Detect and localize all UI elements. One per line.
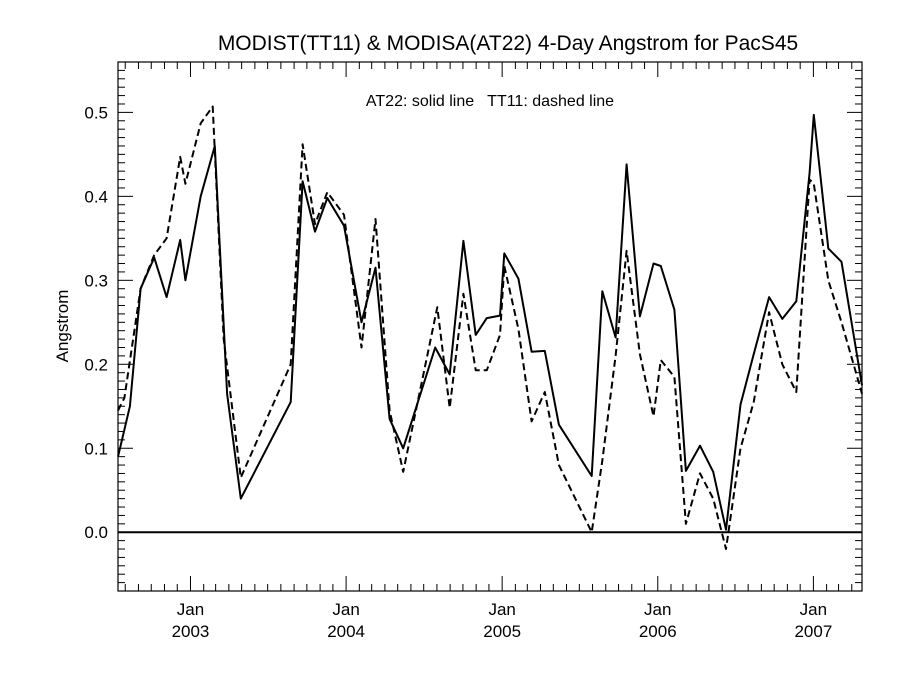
y-axis-tick-labels: 0.0 0.1 0.2 0.3 0.4 0.5 <box>84 103 108 542</box>
x-axis-tick-labels: Jan 2003 Jan 2004 Jan 2005 Jan 2006 Jan 2007 <box>172 600 833 641</box>
x-tick-label-month: Jan <box>177 600 204 619</box>
y-tick-label: 0.5 <box>84 103 108 122</box>
major-ticks <box>118 62 862 591</box>
y-tick-label: 0.2 <box>84 355 108 374</box>
x-tick-label-year: 2004 <box>327 622 365 641</box>
series-tt11-dashed-line <box>117 105 863 550</box>
y-axis-label: Angstrom <box>53 290 72 363</box>
series-at22-solid-line <box>117 113 863 531</box>
x-tick-label-month: Jan <box>644 600 671 619</box>
chart-title: MODIST(TT11) & MODISA(AT22) 4-Day Angstr… <box>218 32 798 55</box>
y-tick-label: 0.3 <box>84 271 108 290</box>
y-tick-label: 0.4 <box>84 187 108 206</box>
y-tick-label: 0.1 <box>84 439 108 458</box>
x-tick-label-month: Jan <box>800 600 827 619</box>
plot-area <box>117 61 863 592</box>
minor-ticks <box>118 61 862 592</box>
x-tick-label-year: 2006 <box>639 622 677 641</box>
y-tick-label: 0.0 <box>84 523 108 542</box>
x-tick-label-month: Jan <box>332 600 359 619</box>
x-tick-label-year: 2007 <box>794 622 832 641</box>
x-tick-label-month: Jan <box>488 600 515 619</box>
x-tick-label-year: 2005 <box>483 622 521 641</box>
x-tick-label-year: 2003 <box>172 622 210 641</box>
legend-annotation: AT22: solid line TT11: dashed line <box>366 93 614 110</box>
